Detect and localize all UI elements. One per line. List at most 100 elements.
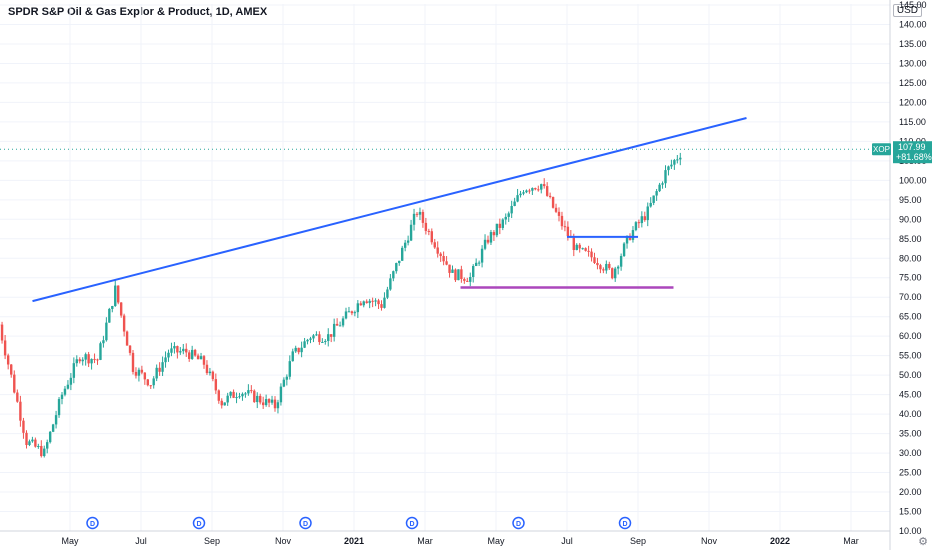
candle-body	[516, 195, 519, 202]
candle-body	[261, 402, 265, 406]
candle-body	[291, 351, 294, 362]
candle-body	[66, 384, 70, 389]
x-tick-label: May	[487, 536, 505, 546]
candle-body	[288, 361, 291, 377]
candle-body	[540, 184, 543, 190]
candle-body	[616, 266, 620, 269]
candle-body	[679, 157, 682, 160]
candle-body	[507, 213, 510, 217]
candle-body	[99, 343, 102, 360]
candle-body	[401, 247, 404, 261]
candle-body	[202, 356, 206, 365]
candle-body	[105, 322, 108, 341]
candle-body	[247, 390, 250, 394]
candle-body	[442, 256, 445, 262]
candle-body	[554, 207, 558, 212]
candle-body	[395, 263, 398, 272]
dividend-marker-icon[interactable]	[299, 516, 312, 530]
candle-body	[117, 285, 120, 303]
candle-body	[593, 257, 596, 263]
candle-body	[548, 195, 552, 197]
y-tick-label: 90.00	[899, 214, 922, 224]
candle-body	[54, 415, 58, 425]
candle-body	[300, 347, 303, 353]
y-tick-label: 120.00	[899, 97, 927, 107]
candle-body	[433, 242, 436, 248]
candle-body	[140, 369, 144, 373]
candle-body	[341, 318, 345, 326]
candle-body	[652, 195, 655, 203]
dividend-marker-icon[interactable]	[405, 516, 419, 530]
y-tick-label: 125.00	[899, 78, 927, 88]
chart-title: SPDR S&P Oil & Gas Explor & Product, 1D,…	[8, 6, 268, 18]
y-tick-label: 50.00	[899, 370, 922, 380]
candle-body	[469, 276, 472, 282]
candle-body	[226, 395, 229, 403]
candle-body	[19, 401, 22, 421]
candle-body	[315, 334, 318, 336]
x-tick-label: Jul	[135, 536, 147, 546]
candle-body	[466, 280, 469, 282]
candle-body	[528, 190, 531, 192]
dividend-marker-icon[interactable]	[618, 516, 632, 530]
dividend-marker-icon[interactable]	[512, 516, 525, 530]
dividend-marker-icon[interactable]	[86, 516, 99, 530]
x-tick-label: 2022	[770, 536, 790, 546]
candle-body	[418, 211, 422, 215]
candle-body	[57, 399, 61, 416]
candle-body	[161, 362, 164, 372]
y-tick-label: 115.00	[899, 117, 926, 127]
candle-body	[353, 312, 357, 314]
candle-body	[495, 223, 499, 236]
candle-body	[566, 226, 570, 237]
candle-body	[392, 271, 395, 279]
candle-body	[510, 205, 513, 214]
dividend-marker-label: D	[622, 521, 627, 528]
y-tick-label: 30.00	[899, 448, 922, 458]
candle-body	[551, 196, 555, 208]
candle-body	[63, 388, 67, 395]
gear-icon[interactable]: ⚙	[918, 536, 928, 548]
candle-body	[235, 397, 238, 399]
candle-body	[347, 311, 351, 313]
y-tick-label: 65.00	[899, 312, 922, 322]
dividend-marker-icon[interactable]	[192, 516, 206, 530]
candle-body	[543, 184, 546, 187]
candle-body	[190, 349, 194, 359]
candle-body	[534, 188, 537, 190]
candle-body	[220, 400, 223, 406]
candle-body	[599, 265, 602, 270]
dividend-marker-label: D	[90, 521, 95, 528]
y-tick-label: 130.00	[899, 58, 927, 68]
candle-body	[575, 244, 578, 250]
candle-body	[335, 323, 339, 326]
dividend-marker-label: D	[196, 521, 201, 528]
y-tick-label: 75.00	[899, 273, 922, 283]
candle-body	[368, 300, 371, 304]
candle-body	[587, 250, 590, 252]
candle-body	[264, 399, 268, 406]
candle-body	[637, 222, 641, 224]
candle-body	[176, 346, 179, 353]
candle-body	[253, 390, 256, 403]
candle-body	[273, 399, 277, 409]
candle-body	[457, 269, 460, 281]
candle-body	[324, 340, 327, 342]
candle-body	[519, 193, 522, 196]
candle-body	[581, 248, 584, 250]
candle-body	[501, 219, 504, 228]
candle-body	[294, 347, 297, 352]
candle-body	[330, 334, 333, 337]
candle-body	[371, 300, 374, 302]
candle-body	[389, 278, 392, 290]
x-tick-label: Mar	[843, 536, 859, 546]
candle-body	[46, 442, 49, 449]
candle-body	[602, 269, 605, 271]
currency-label[interactable]: USD	[892, 4, 922, 17]
y-tick-label: 135.00	[899, 39, 927, 49]
candle-body	[16, 392, 19, 402]
candle-body	[152, 378, 155, 386]
candle-body	[522, 192, 525, 194]
trendline-line[interactable]	[32, 117, 747, 303]
